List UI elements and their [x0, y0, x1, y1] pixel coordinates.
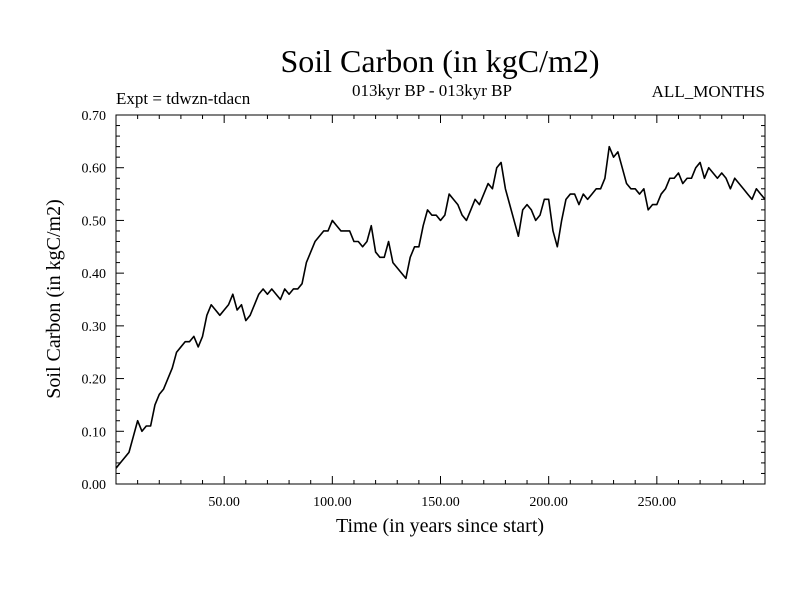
y-tick-label: 0.00: [82, 478, 107, 493]
minor-ticks: [116, 115, 765, 484]
chart-title: Soil Carbon (in kgC/m2): [280, 43, 599, 79]
x-tick-label: 250.00: [638, 495, 677, 510]
plot-area: [115, 114, 766, 485]
y-tick-label: 0.60: [82, 162, 107, 177]
chart-subtitle: 013kyr BP - 013kyr BP: [352, 81, 512, 100]
x-tick-label: 100.00: [313, 495, 352, 510]
x-tick-label: 200.00: [529, 495, 568, 510]
x-axis: 50.00 100.00 150.00 200.00 250.00: [208, 115, 676, 510]
x-axis-label: Time (in years since start): [336, 515, 544, 537]
y-tick-label: 0.10: [82, 425, 107, 440]
y-tick-label: 0.50: [82, 214, 107, 229]
experiment-label: Expt = tdwzn-tdacn: [116, 89, 251, 108]
y-axis: 0.00 0.10 0.20 0.30 0.40 0.50 0.60 0.70: [82, 109, 765, 493]
y-tick-label: 0.30: [82, 320, 107, 335]
data-series-line: [115, 145, 766, 469]
x-tick-label: 150.00: [421, 495, 460, 510]
y-tick-label: 0.20: [82, 373, 107, 388]
y-axis-label: Soil Carbon (in kgC/m2): [43, 199, 65, 398]
x-tick-label: 50.00: [208, 495, 240, 510]
months-label: ALL_MONTHS: [652, 82, 765, 101]
y-tick-label: 0.40: [82, 267, 107, 282]
y-tick-label: 0.70: [82, 109, 107, 124]
